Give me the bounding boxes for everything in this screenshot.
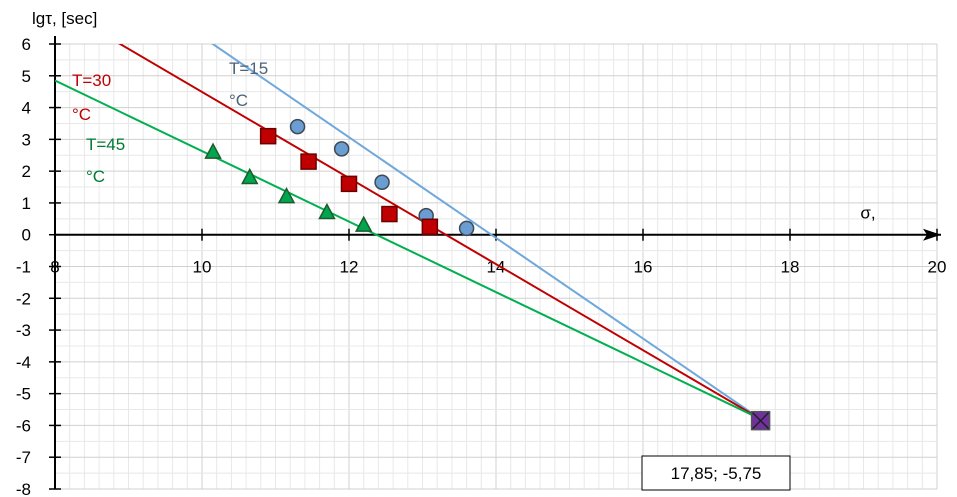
intersection-cross	[752, 412, 770, 430]
x-tick-label: 8	[50, 258, 59, 277]
x-axis-arrow	[923, 228, 941, 241]
y-tick-label: 2	[22, 162, 31, 181]
data-point-circle	[374, 174, 390, 191]
data-markers	[204, 118, 771, 431]
y-tick-label: -2	[16, 289, 31, 308]
y-tick-label: 0	[22, 226, 31, 245]
intersection-label: 17,85; -5,75	[671, 464, 762, 483]
data-point-triangle	[204, 142, 222, 159]
y-tick-label: 6	[22, 35, 31, 54]
y-tick-label: -5	[16, 385, 31, 404]
y-tick-label: -8	[16, 480, 31, 497]
data-point-square	[300, 153, 317, 170]
intersection-label-box	[641, 455, 791, 491]
series-label: T=30	[72, 71, 111, 90]
x-tick-label: 12	[340, 258, 359, 277]
y-axis-label: lgτ, [sec]	[32, 9, 97, 28]
data-point-triangle	[277, 186, 296, 204]
data-point-circle	[333, 141, 350, 157]
x-axis-label: σ,	[860, 204, 875, 223]
x-tick-label: 10	[193, 258, 212, 277]
x-tick-label: 20	[928, 258, 947, 277]
data-point-triangle	[318, 202, 336, 220]
data-point-square	[259, 127, 277, 145]
data-point-square	[421, 218, 439, 236]
axes	[49, 36, 941, 490]
series-label: °C	[229, 91, 248, 110]
intersection-annotation: 17,85; -5,75	[641, 455, 791, 491]
y-tick-label: 5	[22, 67, 31, 86]
series-labels: T=15 °C T=30 °C T=45 °C	[72, 59, 268, 186]
data-point-triangle	[354, 215, 373, 232]
grid	[54, 43, 938, 490]
x-tick-label: 18	[781, 258, 800, 277]
y-tick-label: 1	[22, 194, 31, 213]
y-tick-label: 4	[22, 99, 31, 118]
fit-line	[55, 79, 762, 420]
y-tick-label: -7	[16, 448, 31, 467]
y-tick-label: 3	[22, 130, 31, 149]
y-tick-label: -1	[16, 258, 31, 277]
data-point-square	[381, 205, 398, 223]
series-label: T=15	[229, 59, 268, 78]
series-label: °C	[72, 105, 91, 124]
data-point-circle	[458, 220, 475, 237]
fit-line	[118, 44, 762, 420]
series-label: °C	[86, 167, 105, 186]
series-label: T=45	[86, 135, 125, 154]
data-point-square	[340, 175, 358, 193]
y-tick-label: -4	[16, 353, 31, 372]
data-point-circle	[289, 118, 306, 135]
x-tick-label: 16	[634, 258, 653, 277]
data-point-triangle	[241, 167, 259, 185]
y-tick-label: -3	[16, 321, 31, 340]
fit-lines	[55, 44, 762, 420]
fit-line	[211, 44, 762, 420]
y-tick-label: -6	[16, 416, 31, 435]
